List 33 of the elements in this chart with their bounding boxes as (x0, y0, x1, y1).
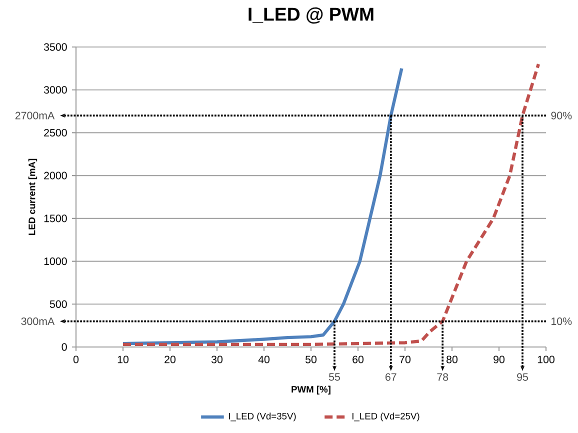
annotation: 67 (386, 373, 396, 381)
x-tick-label: 30 (211, 356, 223, 364)
y-tick-label: 2500 (44, 128, 67, 136)
x-tick-label: 90 (494, 356, 505, 364)
y-tick-label: 2000 (44, 172, 67, 180)
x-axis-title: PWM [%] (292, 386, 330, 394)
x-tick-label: 40 (258, 356, 270, 364)
legend-label: I_LED (Vd=25V) (352, 412, 420, 422)
x-tick-label: 80 (446, 356, 458, 364)
y-tick-label: 500 (50, 300, 67, 308)
legend-label: I_LED (Vd=35V) (228, 412, 296, 422)
ref-line-label: 300mA (21, 318, 55, 326)
annotation: 95 (517, 373, 528, 381)
annotation: 55 (328, 373, 340, 381)
y-tick-label: 3500 (44, 43, 67, 51)
annotation: 78 (437, 373, 448, 381)
x-tick-label: 0 (73, 356, 79, 364)
ref-line-label: 2700mA (15, 112, 55, 120)
x-tick-label: 50 (305, 356, 317, 364)
annotation: 10% (552, 318, 572, 326)
annotation: 90% (551, 112, 572, 120)
line-series (121, 66, 404, 346)
x-tick-label: 20 (164, 356, 176, 364)
x-tick-label: 10 (118, 356, 129, 364)
chart-title: I_LED @ PWM (248, 7, 374, 24)
x-tick-label: 100 (538, 356, 554, 364)
y-tick-label: 1500 (44, 214, 67, 222)
x-tick-label: 60 (352, 356, 364, 364)
x-tick-label: 70 (400, 356, 411, 364)
y-axis-title: LED current [mA] (28, 158, 38, 236)
y-tick-label: 3000 (44, 86, 67, 94)
y-tick-label: 1000 (44, 258, 67, 266)
y-tick-label: 0 (62, 343, 67, 351)
